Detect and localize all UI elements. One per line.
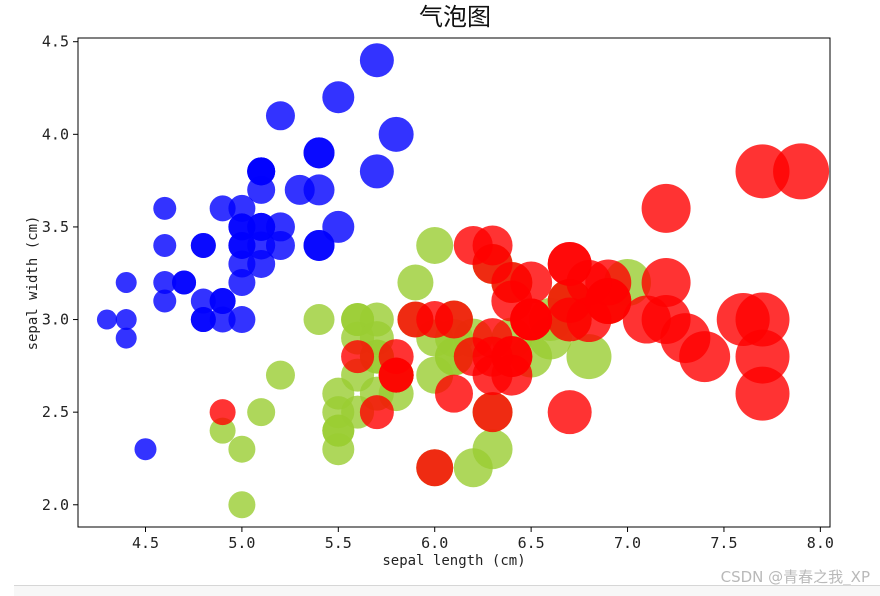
bubble-point xyxy=(397,264,434,301)
bubble-point xyxy=(115,327,137,349)
y-tick-label: 4.0 xyxy=(42,125,69,143)
bubble-point xyxy=(453,225,493,265)
bubble-point xyxy=(153,271,177,294)
bubble-point xyxy=(322,210,355,243)
bubble-point xyxy=(247,398,276,427)
bubble-point xyxy=(228,306,256,334)
bubble-point xyxy=(735,144,790,199)
bubble-point xyxy=(228,231,256,259)
bubble-point xyxy=(209,417,236,444)
bubble-point xyxy=(472,336,513,377)
x-tick-label: 6.0 xyxy=(421,534,448,552)
x-tick-label: 4.5 xyxy=(132,534,159,552)
bottom-bar xyxy=(14,585,880,596)
watermark: CSDN @青春之我_XP xyxy=(721,568,870,587)
bubble-point xyxy=(416,226,454,264)
bubble-point xyxy=(397,301,434,338)
bubble-point xyxy=(679,331,731,383)
y-tick-label: 3.0 xyxy=(42,311,69,329)
bubble-layer xyxy=(96,43,830,519)
bubble-point xyxy=(247,231,276,260)
bubble-point xyxy=(735,366,790,421)
bubble-point xyxy=(228,194,256,222)
bubble-point xyxy=(547,241,592,286)
x-tick-label: 5.0 xyxy=(228,534,255,552)
bubble-point xyxy=(190,288,216,314)
plot-area xyxy=(78,38,830,527)
bubble-point xyxy=(115,309,137,331)
bubble-point xyxy=(641,295,691,345)
x-tick-label: 7.0 xyxy=(614,534,641,552)
bubble-point xyxy=(209,195,236,222)
bubble-point xyxy=(472,392,513,433)
bubble-point xyxy=(209,399,236,426)
bubble-point xyxy=(359,395,394,430)
bubble-point xyxy=(115,272,137,293)
bubble-point xyxy=(172,270,197,295)
bubble-point xyxy=(209,306,236,333)
bubble-point xyxy=(303,137,335,169)
bubble-point xyxy=(735,329,790,384)
y-tick-label: 4.5 xyxy=(42,33,69,51)
bubble-point xyxy=(341,340,375,374)
plot-background xyxy=(78,38,830,527)
bubble-point xyxy=(472,429,513,470)
bubble-point xyxy=(209,288,236,315)
bubble-point xyxy=(359,154,394,189)
bubble-point xyxy=(153,196,177,220)
bubble-point xyxy=(378,357,414,393)
y-tick-label: 2.5 xyxy=(42,403,69,421)
bubble-point xyxy=(153,233,177,257)
axes: 4.5 5.0 5.5 6.0 6.5 7.0 7.5 8.0 2.0 2.5 3.0 3.5 4.0 4… xyxy=(42,33,834,552)
bubble-series-1 xyxy=(96,43,414,461)
y-tick-label: 3.5 xyxy=(42,218,69,236)
bubble-point xyxy=(228,491,256,519)
bubble-point xyxy=(265,360,295,390)
bubble-point xyxy=(359,43,394,78)
x-tick-label: 7.5 xyxy=(710,534,737,552)
bubble-series-3 xyxy=(209,143,830,487)
bubble-point xyxy=(228,250,256,278)
bubble-point xyxy=(265,230,295,260)
bubble-point xyxy=(322,81,355,114)
plot-frame xyxy=(77,37,831,528)
bubble-point xyxy=(547,297,592,342)
bubble-point xyxy=(435,374,473,413)
y-axis-label: sepal width (cm) xyxy=(25,216,41,351)
y-tick-label: 2.0 xyxy=(42,496,69,514)
x-tick-label: 6.5 xyxy=(518,534,545,552)
bubble-point xyxy=(378,116,414,152)
chart-title: 气泡图 xyxy=(419,3,491,31)
bubble-point xyxy=(96,309,117,330)
bubble-point xyxy=(641,183,691,233)
bubble-point xyxy=(510,298,553,341)
bubble-point xyxy=(228,435,256,463)
bubble-point xyxy=(247,157,276,186)
bubble-point xyxy=(153,289,177,313)
bubble-point xyxy=(566,334,612,380)
bubble-point xyxy=(416,449,454,487)
bubble-point xyxy=(265,101,295,131)
bubble-point xyxy=(547,390,592,435)
bubble-point xyxy=(228,213,256,241)
bubble-point xyxy=(284,174,315,205)
bubble-point xyxy=(735,292,790,347)
bubble-point xyxy=(641,258,691,307)
x-axis-label: sepal length (cm) xyxy=(382,553,525,569)
x-tick-label: 5.5 xyxy=(325,534,352,552)
bubble-point xyxy=(134,438,157,461)
bubble-point xyxy=(228,269,256,296)
x-tick-label: 8.0 xyxy=(807,534,834,552)
bubble-point xyxy=(303,304,335,336)
bubble-point xyxy=(190,232,216,258)
bubble-point xyxy=(773,143,830,200)
bubble-point xyxy=(190,307,216,333)
